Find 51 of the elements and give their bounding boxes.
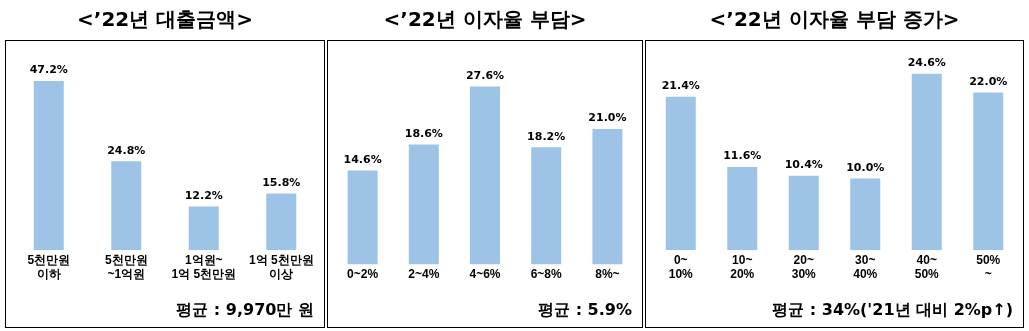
data-label: 10.4%	[784, 158, 823, 172]
x-tick-label: 50% ~	[976, 252, 1001, 282]
chart-title: <’22년 이자율 부담 증가>	[708, 6, 961, 33]
data-label: 21.4%	[661, 79, 700, 93]
bar	[470, 86, 500, 265]
text: 평균 : 34%('21년 대비 2%p↑)	[772, 300, 1013, 321]
data-label: 47.2%	[29, 63, 68, 77]
data-label: 11.6%	[723, 149, 762, 163]
x-tick-label: 10~ 20%	[730, 252, 755, 282]
bar	[788, 175, 819, 251]
x-tick-label: 6~8%	[530, 267, 563, 282]
bar	[188, 206, 219, 251]
data-label: 22.0%	[969, 74, 1008, 88]
x-tick-label: 4~6%	[469, 267, 501, 282]
x-tick-label: 1억원~ 1억 5천만원	[171, 252, 237, 282]
x-tick-label: 8%~	[595, 267, 620, 282]
x-tick-label: 5천만원 이하	[27, 252, 71, 282]
x-tick-label: 1억 5천만원 이상	[248, 252, 314, 282]
data-label: 18.2%	[527, 129, 566, 143]
data-label: 24.6%	[907, 56, 946, 70]
text: 평균 : 5.9%	[538, 300, 632, 321]
data-label: 12.2%	[184, 188, 223, 202]
bar	[408, 144, 439, 265]
bar	[665, 96, 696, 251]
bar	[266, 193, 297, 251]
x-tick-label: 0~ 10%	[668, 252, 694, 282]
data-label: 18.6%	[404, 126, 443, 140]
x-tick-label: 40~ 50%	[914, 252, 940, 282]
bar	[347, 170, 378, 265]
chart-title: <’22년 대출금액>	[76, 6, 254, 33]
x-tick-label: 0~2%	[347, 267, 379, 282]
data-label: 27.6%	[465, 68, 505, 82]
bar	[33, 81, 64, 251]
data-label: 14.6%	[343, 152, 382, 166]
chart-title: <’22년 이자율 부담>	[382, 6, 588, 33]
data-label: 15.8%	[262, 175, 301, 189]
bar	[911, 73, 942, 251]
bar	[531, 147, 562, 265]
bar	[727, 167, 758, 251]
text: 평균 : 9,970만 원	[176, 300, 314, 321]
data-label: 21.0%	[588, 111, 627, 125]
x-tick-label: 2~4%	[408, 267, 440, 282]
bar	[592, 129, 623, 265]
bar	[973, 92, 1004, 251]
data-label: 10.0%	[846, 160, 885, 174]
bar	[111, 161, 142, 251]
x-tick-label: 5천만원 ~1억원	[104, 252, 148, 282]
data-label: 24.8%	[107, 143, 146, 157]
bar	[850, 178, 881, 251]
x-tick-label: 20~ 30%	[791, 252, 817, 282]
x-tick-label: 30~ 40%	[853, 252, 878, 282]
